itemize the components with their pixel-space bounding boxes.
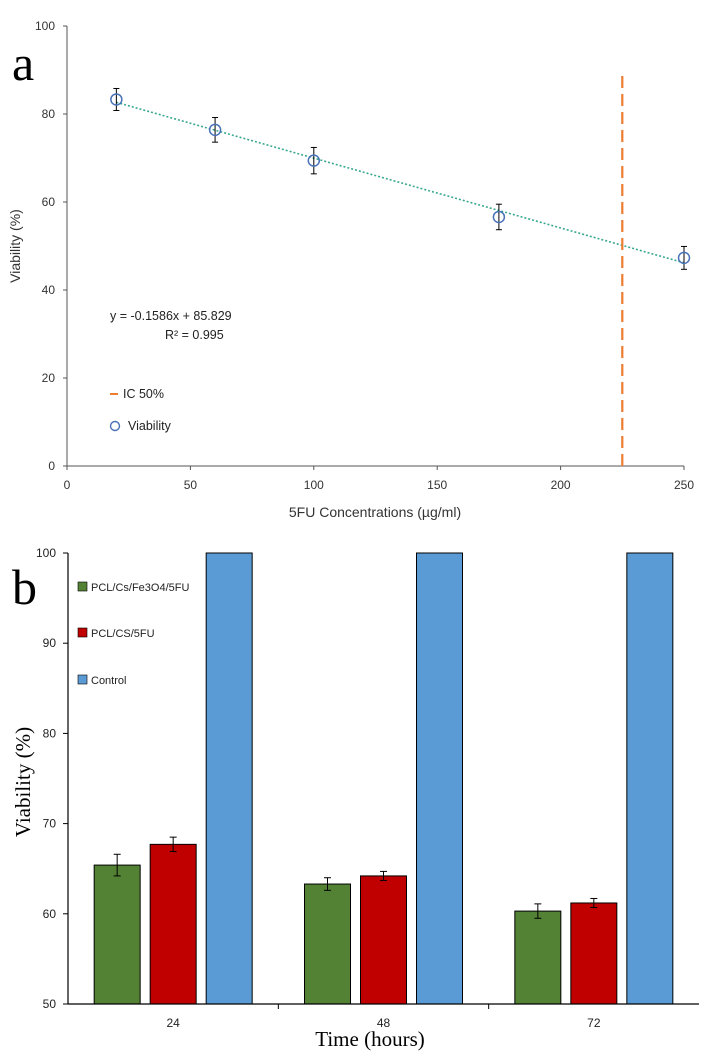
legend-pcl-cs-fe3o4-5fu-swatch	[77, 581, 88, 592]
chart-b-bar	[570, 902, 618, 1005]
chart-a-r2: R² = 0.995	[165, 328, 224, 342]
chart-a-ylabel: Viability (%)	[7, 209, 23, 283]
chart-a-x-tick-label: 150	[427, 478, 447, 492]
legend-pcl-cs-5fu-swatch	[77, 627, 88, 638]
chart-b-bar	[514, 910, 562, 1005]
chart-a-x-tick-label: 50	[184, 478, 198, 492]
chart-a-y-tick-label: 40	[42, 283, 56, 297]
legend-viability-label: Viability	[128, 419, 172, 433]
chart-a-x-tick-label: 100	[304, 478, 324, 492]
chart-b-bar	[149, 843, 197, 1005]
chart-b-bar	[205, 552, 253, 1005]
legend-pcl-cs-5fu-label: PCL/CS/5FU	[91, 628, 155, 640]
chart-b-x-ticks: 24 48 72	[166, 1004, 601, 1030]
chart-b-x-tick-label: 48	[377, 1016, 391, 1030]
chart-b-x-tick-label: 24	[166, 1016, 180, 1030]
chart-b-x-tick-label: 72	[587, 1016, 601, 1030]
chart-a-point	[307, 154, 321, 167]
chart-b-y-tick-label: 80	[43, 726, 57, 740]
chart-a-y-tick-label: 0	[48, 459, 55, 473]
panel-b-label: b	[12, 559, 37, 615]
legend-control-swatch	[77, 674, 88, 685]
chart-a-x-ticks: 0 50 100 150 200 250	[64, 466, 694, 492]
chart-a-y-tick-label: 20	[42, 371, 56, 385]
chart-b-y-tick-label: 60	[43, 907, 57, 921]
chart-a-point	[110, 93, 123, 106]
chart-a-legend: IC 50% Viability	[109, 387, 172, 433]
chart-b-bar	[626, 552, 674, 1005]
chart-b-y-tick-label: 100	[36, 546, 56, 560]
chart-a-xlabel: 5FU Concentrations (µg/ml)	[289, 504, 461, 520]
panel-a-label: a	[12, 35, 34, 91]
chart-a-points	[110, 87, 691, 270]
chart-a-point	[677, 251, 691, 265]
chart-a-y-ticks: 0 20 40 60 80 100	[35, 19, 67, 473]
chart-a: a 0 20 40 60 80 100 0 50 100 150 200 250 y = -0.15…	[7, 19, 694, 520]
chart-b-legend: PCL/Cs/Fe3O4/5FU PCL/CS/5FU Control	[77, 581, 189, 687]
chart-b-bar	[416, 552, 463, 1005]
chart-b-y-ticks: 50 60 70 80 90 100	[36, 546, 68, 1011]
chart-b-bars	[93, 552, 674, 1005]
chart-a-equation: y = -0.1586x + 85.829	[110, 309, 232, 323]
chart-a-y-tick-label: 100	[35, 19, 55, 33]
chart-b-bar	[360, 875, 407, 1005]
chart-a-trendline	[116, 101, 685, 264]
chart-b-bar	[93, 864, 141, 1005]
chart-b-ylabel: Viability (%)	[11, 727, 35, 837]
chart-b-y-tick-label: 50	[43, 997, 57, 1011]
legend-control-label: Control	[91, 675, 126, 687]
chart-a-point	[208, 123, 222, 137]
chart-a-x-tick-label: 250	[674, 478, 694, 492]
chart-a-x-tick-label: 200	[551, 478, 571, 492]
legend-viability-swatch	[109, 420, 121, 432]
chart-b-y-tick-label: 70	[43, 817, 57, 831]
chart-a-y-tick-label: 80	[42, 107, 56, 121]
chart-b-y-tick-label: 90	[43, 636, 57, 650]
chart-a-y-tick-label: 60	[42, 195, 56, 209]
legend-ic50-label: IC 50%	[123, 387, 164, 401]
chart-b-xlabel: Time (hours)	[315, 1027, 424, 1051]
legend-pcl-cs-fe3o4-5fu-label: PCL/Cs/Fe3O4/5FU	[91, 582, 189, 594]
chart-b: b 50 60 70 80 90 100 24 48 72 PCL/Cs/Fe3O4/5FU …	[11, 546, 699, 1051]
chart-a-point	[492, 210, 506, 224]
chart-a-x-tick-label: 0	[64, 478, 71, 492]
chart-b-bar	[304, 883, 351, 1005]
